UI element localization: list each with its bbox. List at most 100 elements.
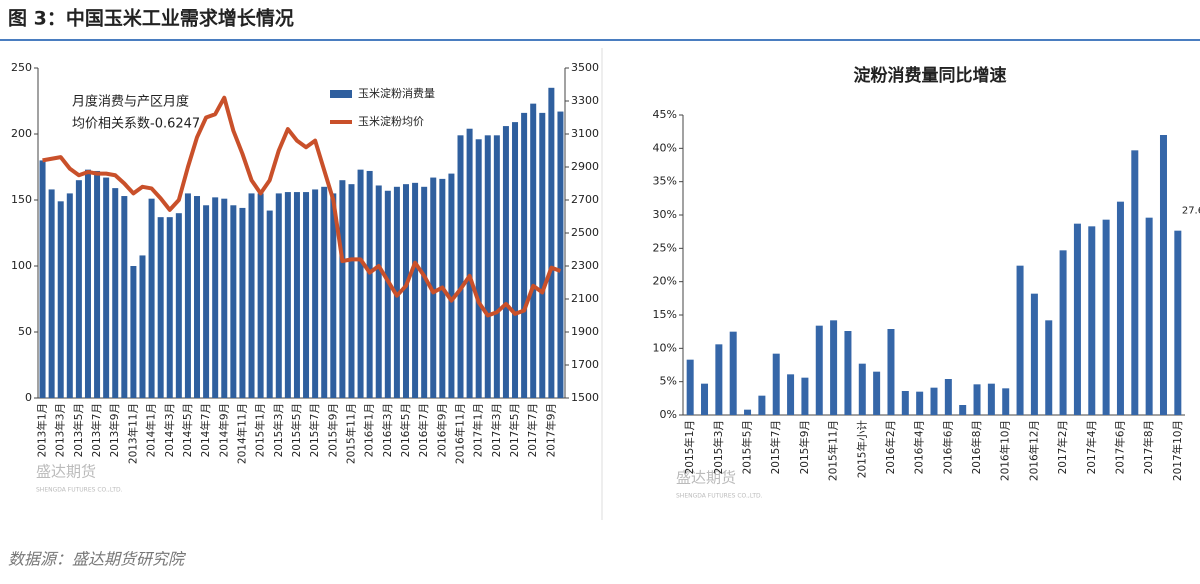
bar [1030, 293, 1038, 415]
bar [1016, 265, 1024, 415]
y-tick-label: 5% [660, 375, 677, 388]
y2-tick-label: 2100 [571, 292, 599, 305]
bar [844, 331, 852, 415]
x-tick-label: 2016年5月 [399, 403, 412, 457]
x-tick-label: 2013年9月 [108, 403, 121, 457]
x-tick-label: 2016年7月 [417, 403, 430, 457]
bar [284, 192, 291, 398]
source: 数据源：盛达期货研究院 [8, 550, 187, 569]
x-tick-label: 2017年1月 [472, 403, 485, 457]
bar [66, 193, 73, 398]
x-tick-label: 2016年4月 [913, 420, 926, 474]
bar [959, 405, 967, 415]
x-tick-label: 2017年8月 [1142, 420, 1155, 474]
bar [221, 198, 228, 398]
bar [402, 184, 409, 398]
x-tick-label: 2013年11月 [126, 403, 139, 464]
annotation: 月度消费与产区月度 [72, 94, 189, 110]
x-tick-label: 2015年5月 [741, 420, 754, 474]
bar [239, 207, 246, 398]
y2-tick-label: 1900 [571, 325, 599, 338]
bar [873, 371, 881, 415]
bar [330, 193, 337, 398]
bar [1131, 150, 1139, 416]
x-tick-label: 2017年4月 [1085, 420, 1098, 474]
x-tick-label: 2015年3月 [272, 403, 285, 457]
bar [194, 196, 201, 398]
x-tick-label: 2015年11月 [827, 420, 840, 481]
bar [312, 189, 319, 398]
bar [758, 395, 766, 415]
page-title: 图 3：中国玉米工业需求增长情况 [8, 7, 294, 30]
bar [530, 103, 537, 398]
bar [457, 135, 464, 398]
bar [772, 353, 780, 415]
x-tick-label: 2015年5月 [290, 403, 303, 457]
bar [744, 409, 752, 415]
bar [39, 160, 46, 398]
bar [84, 169, 91, 398]
x-tick-label: 2013年3月 [54, 403, 67, 457]
y-tick-label: 0 [25, 391, 32, 404]
bar [366, 170, 373, 398]
x-tick-label: 2014年7月 [199, 403, 212, 457]
bar [48, 189, 55, 398]
y2-tick-label: 2700 [571, 193, 599, 206]
x-tick-label: 2015年7月 [308, 403, 321, 457]
watermark-sub: SHENGDA FUTURES CO.,LTD. [676, 493, 763, 500]
bar [858, 363, 866, 415]
bar [321, 186, 328, 398]
bar [448, 173, 455, 398]
bar [916, 391, 924, 415]
bar [375, 185, 382, 398]
bar [339, 180, 346, 398]
bar [701, 383, 709, 415]
bar [1002, 388, 1010, 415]
bar [248, 193, 255, 398]
bar [987, 383, 995, 415]
y-tick-label: 40% [653, 141, 677, 154]
bar [175, 213, 182, 398]
bar [787, 374, 795, 415]
bar [166, 217, 173, 398]
bar [157, 217, 164, 398]
bar [715, 344, 723, 415]
y-tick-label: 30% [653, 208, 677, 221]
x-tick-label: 2017年6月 [1113, 420, 1126, 474]
bar [384, 190, 391, 398]
x-tick-label: 2017年9月 [544, 403, 557, 457]
bar [815, 325, 823, 415]
bar [112, 188, 119, 398]
annotation: 均价相关系数-0.6247 [72, 117, 200, 132]
y-tick-label: 10% [653, 341, 677, 354]
bar [944, 379, 952, 415]
bar [184, 193, 191, 398]
x-tick-label: 2015年9月 [798, 420, 811, 474]
bar [801, 377, 809, 415]
y2-tick-label: 1500 [571, 391, 599, 404]
bar [512, 122, 519, 399]
bar [412, 182, 419, 398]
bar [1088, 226, 1096, 415]
y-tick-label: 50 [18, 325, 32, 338]
bar [230, 205, 237, 398]
bar [75, 180, 82, 398]
bar [1073, 223, 1081, 415]
y-tick-label: 0% [660, 408, 677, 421]
x-tick-label: 2015年7月 [769, 420, 782, 474]
bar [686, 359, 694, 415]
chart-title: 淀粉消费量同比增速 [854, 65, 1007, 86]
bar [212, 197, 219, 398]
bar [475, 139, 482, 398]
y-tick-label: 20% [653, 275, 677, 288]
y2-tick-label: 2900 [571, 160, 599, 173]
x-tick-label: 2013年1月 [36, 403, 49, 457]
bar [257, 193, 264, 398]
watermark: 盛达期货 [36, 463, 96, 481]
bar [121, 196, 128, 398]
x-tick-label: 2017年7月 [526, 403, 539, 457]
x-tick-label: 2015年3月 [712, 420, 725, 474]
y2-tick-label: 2500 [571, 226, 599, 239]
x-tick-label: 2015年11月 [344, 403, 357, 464]
